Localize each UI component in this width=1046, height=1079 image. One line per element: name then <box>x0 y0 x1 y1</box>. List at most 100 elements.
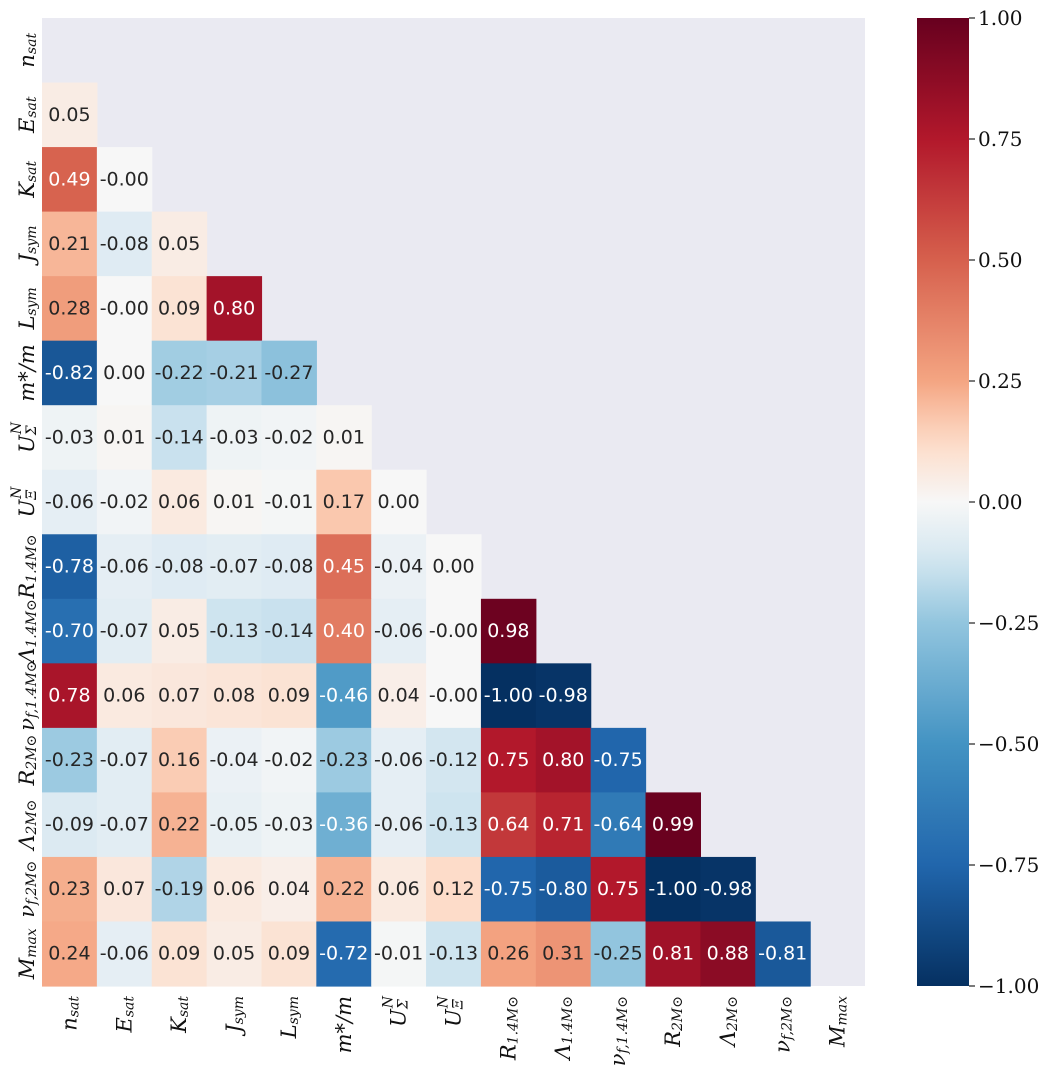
heatmap-cell: -0.23 <box>316 727 372 793</box>
heatmap-cell: 0.31 <box>535 921 592 987</box>
cell-value: -0.70 <box>45 620 94 642</box>
heatmap-cell: -0.06 <box>42 469 98 535</box>
cell-fill <box>371 469 427 535</box>
y-tick-label: Esat <box>15 96 40 134</box>
cell-fill <box>316 405 372 471</box>
heatmap-cell: -0.80 <box>535 856 592 923</box>
cell-fill <box>261 598 317 664</box>
cell-value: 0.01 <box>213 491 255 513</box>
heatmap-cell: 0.05 <box>151 598 208 664</box>
cell-value: 0.64 <box>487 814 529 836</box>
cell-value: -0.07 <box>100 814 149 836</box>
cell-fill <box>151 534 208 600</box>
cell-value: -0.07 <box>100 749 149 771</box>
cell-fill <box>42 663 98 729</box>
cell-value: 0.06 <box>213 878 255 900</box>
cell-fill <box>261 856 317 923</box>
cell-value: 0.01 <box>323 426 365 448</box>
cell-value: 0.88 <box>707 943 749 965</box>
cell-fill <box>206 856 263 923</box>
cell-fill <box>42 276 98 342</box>
cell-value: 0.80 <box>542 749 584 771</box>
cell-fill <box>426 921 482 987</box>
heatmap-cell: -0.22 <box>151 340 208 406</box>
heatmap-cell: 0.01 <box>206 469 263 535</box>
cell-value: -0.08 <box>100 233 149 255</box>
cell-fill <box>316 727 372 793</box>
cell-value: 0.49 <box>48 168 90 190</box>
cell-value: -0.36 <box>319 814 368 836</box>
cell-fill <box>645 792 701 858</box>
cell-fill <box>645 921 701 987</box>
cell-value: -0.72 <box>319 943 368 965</box>
heatmap-cell: -0.00 <box>426 598 482 664</box>
cell-fill <box>480 663 537 729</box>
heatmap-cell: -1.00 <box>480 663 537 729</box>
heatmap-cell: 0.88 <box>700 921 756 987</box>
cell-fill <box>371 921 427 987</box>
heatmap-cell: 0.21 <box>42 211 98 277</box>
cell-fill <box>480 598 537 664</box>
cell-value: -0.14 <box>155 426 204 448</box>
heatmap-cell: -0.01 <box>371 921 427 987</box>
cell-fill <box>42 856 98 923</box>
heatmap-cell: 0.17 <box>316 469 372 535</box>
heatmap-cell: -0.72 <box>316 921 372 987</box>
cell-fill <box>700 856 756 923</box>
heatmap-cell: 0.00 <box>96 340 153 406</box>
cell-fill <box>151 598 208 664</box>
heatmap-cell: 0.78 <box>42 663 98 729</box>
y-tick-label: νf,2M⊙ <box>15 861 40 918</box>
heatmap-cell: -0.75 <box>480 856 537 923</box>
cell-value: -0.03 <box>45 426 94 448</box>
cell-fill <box>261 405 317 471</box>
cell-value: -0.98 <box>539 685 588 707</box>
cell-value: -0.06 <box>100 943 149 965</box>
cell-fill <box>96 211 153 277</box>
heatmap-cell: -0.14 <box>261 598 317 664</box>
heatmap-cell: -0.04 <box>206 727 263 793</box>
cell-value: -0.02 <box>100 491 149 513</box>
cell-fill <box>480 921 537 987</box>
cell-fill <box>42 792 98 858</box>
heatmap-cell: -0.06 <box>371 598 427 664</box>
cell-fill <box>151 211 208 277</box>
cell-fill <box>151 405 208 471</box>
cell-fill <box>590 921 647 987</box>
cell-fill <box>151 921 208 987</box>
cell-fill <box>96 727 153 793</box>
cell-fill <box>426 663 482 729</box>
colorbar-tick-label: 0.50 <box>978 248 1023 272</box>
heatmap-cell: -0.36 <box>316 792 372 858</box>
heatmap-cell: 0.07 <box>96 856 153 923</box>
cell-fill <box>42 405 98 471</box>
cell-fill <box>480 727 537 793</box>
cell-fill <box>590 856 647 923</box>
heatmap-cell: 0.98 <box>480 598 537 664</box>
cell-fill <box>96 276 153 342</box>
heatmap-cell: -1.00 <box>645 856 701 923</box>
cell-value: 0.00 <box>432 556 474 578</box>
heatmap-cell: -0.98 <box>535 663 592 729</box>
cell-fill <box>206 276 263 342</box>
cell-value: 0.40 <box>323 620 365 642</box>
cell-value: -0.14 <box>264 620 313 642</box>
cell-value: 0.06 <box>377 878 419 900</box>
cell-fill <box>42 598 98 664</box>
cell-fill <box>316 921 372 987</box>
cell-fill <box>371 534 427 600</box>
heatmap-cell: -0.78 <box>42 534 98 600</box>
heatmap-cell: 0.26 <box>480 921 537 987</box>
cell-value: -0.07 <box>100 620 149 642</box>
cell-fill <box>700 921 756 987</box>
cell-fill <box>96 147 153 213</box>
colorbar-tick-label: −1.00 <box>978 974 1039 998</box>
cell-value: 0.75 <box>487 749 529 771</box>
heatmap-cell: 0.01 <box>316 405 372 471</box>
cell-fill <box>42 921 98 987</box>
cell-fill <box>42 727 98 793</box>
heatmap-cell: 0.22 <box>316 856 372 923</box>
colorbar-tick-label: −0.25 <box>978 611 1039 635</box>
x-tick-label: Λ1.4M⊙ <box>551 996 576 1062</box>
x-tick-label: Esat <box>112 996 137 1034</box>
